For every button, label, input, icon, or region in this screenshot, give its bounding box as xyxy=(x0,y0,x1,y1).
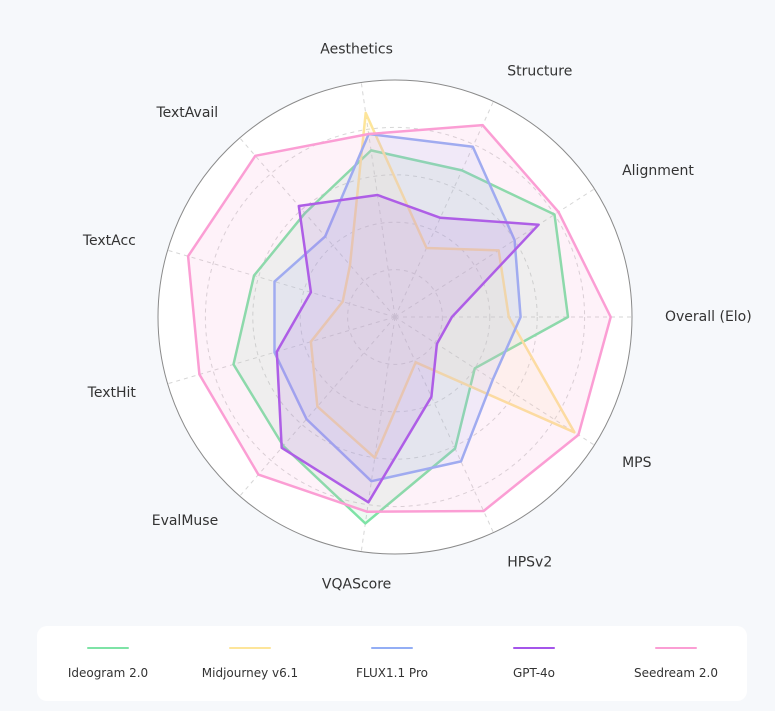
axis-label-hpsv2: HPSv2 xyxy=(507,555,552,571)
axis-label-mps: MPS xyxy=(622,455,652,471)
axis-label-aesthetics: Aesthetics xyxy=(320,42,393,58)
legend-swatch-seedream xyxy=(655,647,697,649)
legend-item-ideogram: Ideogram 2.0 xyxy=(37,626,179,701)
series-flux1-1-pro xyxy=(273,132,522,483)
legend-item-gpt4o: GPT-4o xyxy=(463,626,605,701)
axis-label-textavail: TextAvail xyxy=(155,105,218,121)
axis-labels: Overall (Elo) Alignment Structure Aesthetic… xyxy=(82,42,752,593)
legend-item-seedream: Seedream 2.0 xyxy=(605,626,747,701)
series-seedream-2-0 xyxy=(186,123,612,513)
radar-chart: Overall (Elo) Alignment Structure Aesthetic… xyxy=(82,42,752,593)
series-midjourney-v6-1 xyxy=(309,111,576,460)
legend-swatch-midjourney xyxy=(229,647,271,649)
legend-swatch-flux xyxy=(371,647,413,649)
legend-label-flux: FLUX1.1 Pro xyxy=(356,666,428,680)
radar-grid xyxy=(167,82,632,552)
legend-swatch-ideogram xyxy=(87,647,129,649)
grid-ring-2 xyxy=(299,221,491,413)
axis-label-structure: Structure xyxy=(507,63,572,79)
grid-ring-3 xyxy=(252,174,538,460)
axis-label-overall-elo: Overall (Elo) xyxy=(665,309,752,325)
axis-label-evalmuse: EvalMuse xyxy=(152,513,218,529)
axis-label-alignment: Alignment xyxy=(622,163,694,179)
legend-item-midjourney: Midjourney v6.1 xyxy=(179,626,321,701)
legend-label-seedream: Seedream 2.0 xyxy=(634,666,718,680)
series-gpt-4o xyxy=(275,193,540,504)
legend-swatch-gpt4o xyxy=(513,647,555,649)
axis-label-texthit: TextHit xyxy=(87,385,137,401)
legend-label-gpt4o: GPT-4o xyxy=(512,666,556,680)
legend-item-flux: FLUX1.1 Pro xyxy=(321,626,463,701)
legend-label-midjourney: Midjourney v6.1 xyxy=(201,666,299,680)
grid-ring-1 xyxy=(347,269,443,365)
grid-ring-4 xyxy=(204,126,586,508)
axis-label-vqascore: VQAScore xyxy=(322,576,391,592)
axis-label-textacc: TextAcc xyxy=(82,233,136,249)
series-layer xyxy=(186,111,612,525)
legend-label-ideogram: Ideogram 2.0 xyxy=(67,666,149,680)
legend: Ideogram 2.0 Midjourney v6.1 FLUX1.1 Pro… xyxy=(37,626,747,701)
